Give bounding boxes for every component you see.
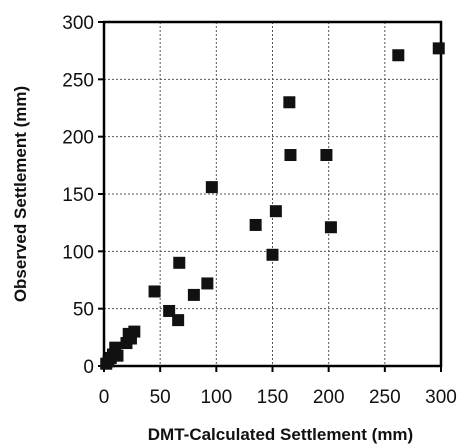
y-tick-label: 100: [62, 242, 94, 263]
x-axis-ticks: 0 50 100 150 200 250 300: [99, 366, 457, 408]
y-tick-label: 300: [62, 13, 94, 34]
y-axis-ticks: 0 50 100 150 200 250 300: [62, 13, 104, 378]
data-point: [284, 149, 297, 162]
data-point: [111, 349, 124, 362]
y-tick-label: 200: [62, 128, 94, 149]
data-point: [283, 96, 296, 109]
data-point: [173, 256, 186, 269]
y-tick-label: 150: [62, 185, 94, 206]
x-tick-label: 300: [425, 387, 457, 408]
x-tick-label: 0: [99, 387, 110, 408]
data-point: [320, 149, 333, 162]
data-point: [124, 332, 137, 345]
data-point: [163, 304, 176, 317]
data-point: [432, 42, 445, 55]
x-tick-label: 100: [200, 387, 232, 408]
y-tick-label: 50: [73, 300, 94, 321]
y-axis-title: Observed Settlement (mm): [11, 86, 30, 302]
data-point: [249, 218, 262, 231]
y-tick-label: 0: [83, 357, 94, 378]
data-point: [392, 49, 405, 62]
y-tick-label: 250: [62, 70, 94, 91]
data-point: [205, 181, 218, 194]
data-point: [324, 221, 337, 234]
x-tick-label: 50: [150, 387, 171, 408]
data-point: [148, 285, 161, 298]
data-point: [269, 205, 282, 218]
data-point: [128, 325, 141, 338]
x-axis-title: DMT-Calculated Settlement (mm): [148, 425, 413, 444]
data-point: [172, 314, 185, 327]
grid-lines: [104, 22, 441, 366]
data-point: [201, 277, 214, 290]
x-tick-label: 150: [257, 387, 289, 408]
x-tick-label: 200: [313, 387, 345, 408]
data-point: [187, 288, 200, 301]
x-tick-label: 250: [369, 387, 401, 408]
data-point: [266, 248, 279, 261]
data-points: [100, 42, 445, 370]
